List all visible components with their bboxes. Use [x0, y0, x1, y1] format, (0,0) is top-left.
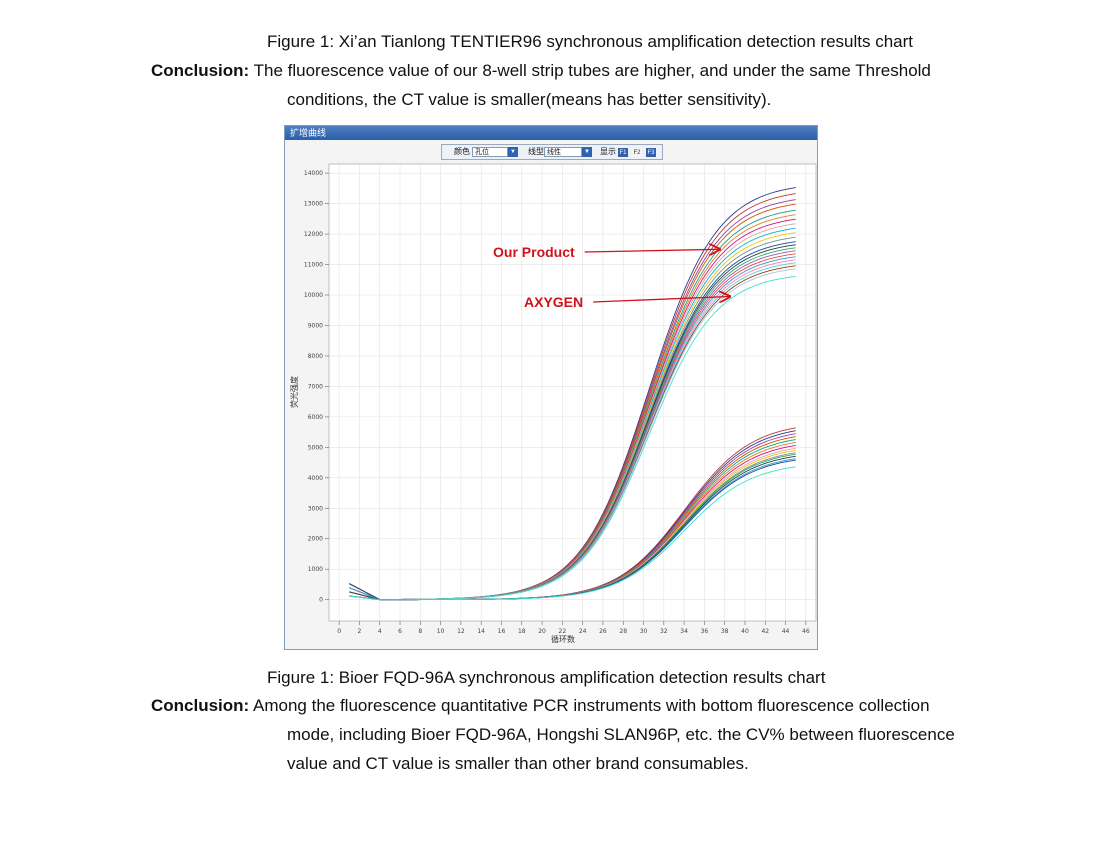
x-tick-label: 12 — [457, 628, 465, 635]
x-tick-label: 32 — [660, 628, 668, 635]
figure-caption-top: Figure 1: Xi’an Tianlong TENTIER96 synch… — [267, 31, 913, 53]
amplification-chart-window: 扩增曲线 颜色 孔位 ▼ 线型 线性 ▼ 显示 F1 F2 F3 0 2 4 6 8 10… — [284, 125, 818, 650]
y-tick-label: 13000 — [304, 201, 323, 208]
x-tick-label: 6 — [398, 628, 402, 635]
x-tick-label: 10 — [437, 628, 445, 635]
y-tick-label: 8000 — [308, 353, 323, 360]
x-tick-label: 24 — [579, 628, 587, 635]
y-tick-label: 1000 — [308, 566, 323, 573]
y-tick-label: 0 — [319, 597, 323, 604]
x-tick-label: 20 — [538, 628, 546, 635]
amplification-chart: 0 2 4 6 8 10 12 14 16 18 20 22 24 26 28 30 32 34 36 38 40 42 4… — [285, 126, 817, 649]
x-tick-label: 34 — [680, 628, 688, 635]
x-tick-label: 0 — [337, 628, 341, 635]
y-tick-label: 9000 — [308, 322, 323, 329]
conclusion-top-line-2: conditions, the CT value is smaller(mean… — [287, 89, 771, 111]
y-tick-label: 14000 — [304, 170, 323, 177]
annotation-label: AXYGEN — [524, 294, 583, 310]
y-tick-label: 10000 — [304, 292, 323, 299]
conclusion-bottom-line-3: value and CT value is smaller than other… — [287, 753, 749, 775]
x-tick-label: 18 — [518, 628, 526, 635]
conclusion-text: Among the fluorescence quantitative PCR … — [249, 696, 929, 715]
x-tick-label: 8 — [418, 628, 422, 635]
y-tick-label: 7000 — [308, 383, 323, 390]
y-tick-label: 2000 — [308, 536, 323, 543]
x-tick-label: 46 — [802, 628, 810, 635]
x-tick-label: 2 — [358, 628, 362, 635]
x-tick-label: 42 — [761, 628, 769, 635]
y-tick-label: 3000 — [308, 505, 323, 512]
conclusion-bottom-line-2: mode, including Bioer FQD-96A, Hongshi S… — [287, 724, 955, 746]
x-axis-title: 循环数 — [551, 634, 575, 644]
y-tick-label: 12000 — [304, 231, 323, 238]
x-tick-label: 4 — [378, 628, 382, 635]
annotation-label: Our Product — [493, 244, 575, 260]
y-tick-label: 6000 — [308, 414, 323, 421]
conclusion-bottom-line-1: Conclusion: Among the fluorescence quant… — [151, 695, 930, 717]
x-tick-label: 38 — [721, 628, 729, 635]
conclusion-label: Conclusion: — [151, 61, 249, 80]
x-tick-label: 30 — [640, 628, 648, 635]
conclusion-top-line-1: Conclusion: The fluorescence value of ou… — [151, 60, 931, 82]
x-tick-label: 36 — [701, 628, 709, 635]
x-tick-label: 40 — [741, 628, 749, 635]
x-tick-label: 16 — [498, 628, 506, 635]
x-tick-label: 44 — [782, 628, 790, 635]
conclusion-text: The fluorescence value of our 8-well str… — [249, 61, 931, 80]
y-tick-label: 5000 — [308, 444, 323, 451]
y-tick-label: 4000 — [308, 475, 323, 482]
y-axis-title: 荧光强度 — [289, 376, 299, 408]
x-tick-label: 22 — [559, 628, 567, 635]
conclusion-label: Conclusion: — [151, 696, 249, 715]
x-tick-label: 26 — [599, 628, 607, 635]
x-tick-label: 28 — [619, 628, 627, 635]
figure-caption-bottom: Figure 1: Bioer FQD-96A synchronous ampl… — [267, 667, 825, 689]
x-tick-label: 14 — [477, 628, 485, 635]
y-tick-label: 11000 — [304, 262, 323, 269]
